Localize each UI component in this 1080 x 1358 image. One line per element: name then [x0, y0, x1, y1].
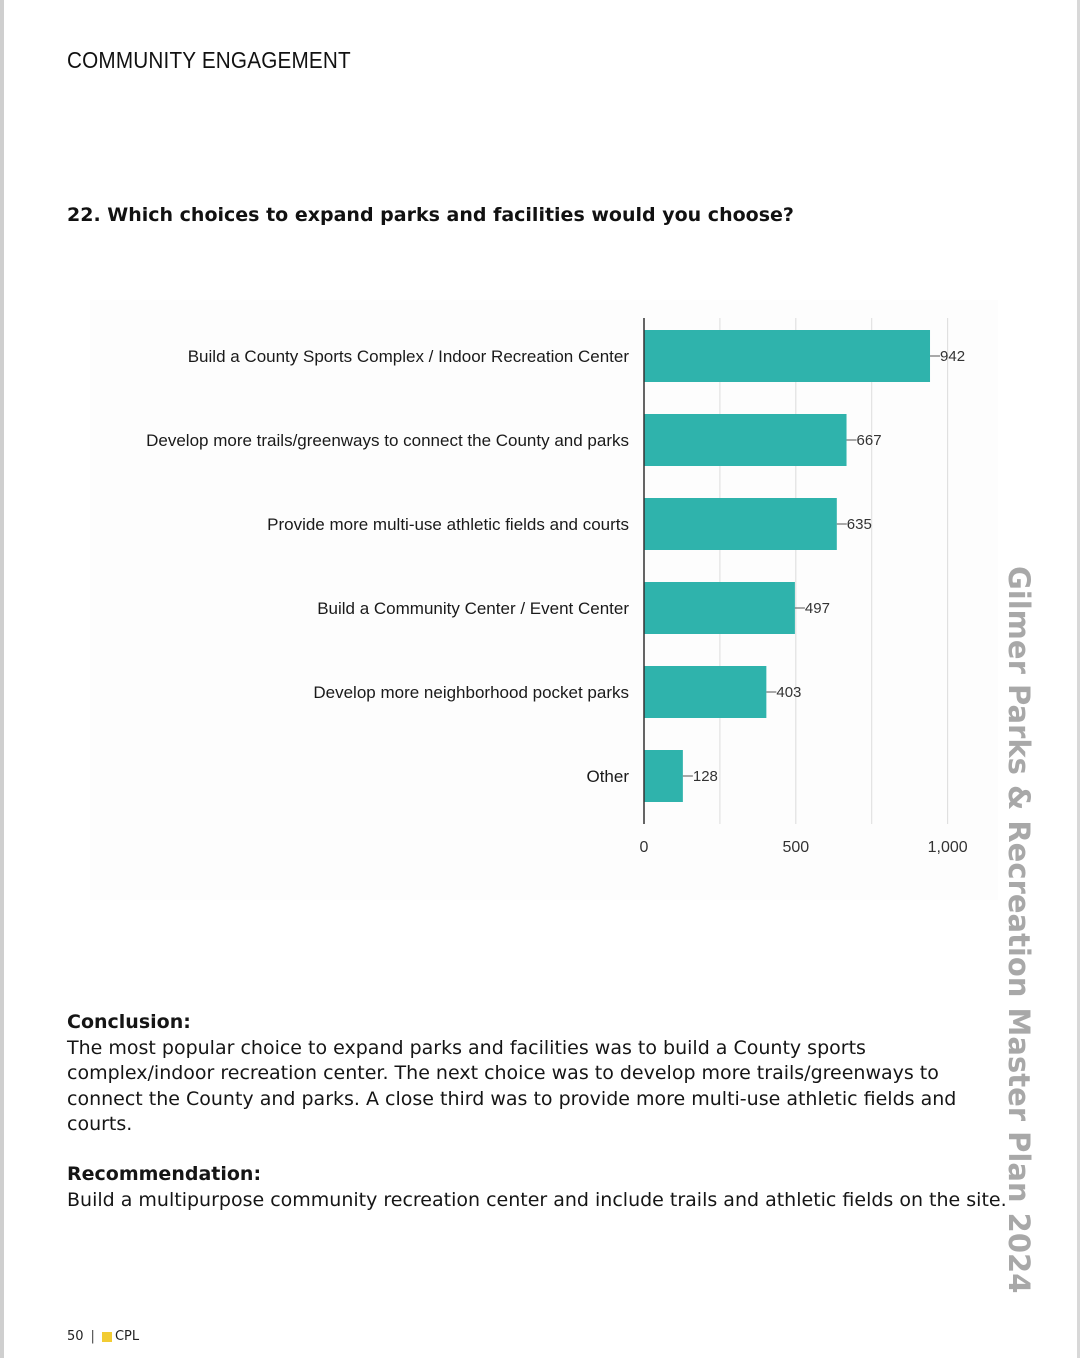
category-label: Develop more trails/greenways to connect…	[146, 431, 629, 450]
value-label: 497	[805, 600, 830, 617]
bar	[644, 666, 767, 718]
bar-chart: 0 500 1,000 Build a County Sports Complex …	[90, 300, 998, 900]
footer-separator: |	[90, 1329, 95, 1344]
x-tick-label: 500	[782, 839, 809, 856]
value-label: 403	[776, 684, 801, 701]
category-label: Build a County Sports Complex / Indoor R…	[188, 347, 630, 366]
bar	[644, 498, 837, 550]
x-tick-label: 1,000	[928, 839, 968, 856]
cpl-logo-square-icon	[101, 1331, 112, 1342]
bar	[644, 582, 795, 634]
chart-axis: 0 500 1,000	[640, 318, 968, 856]
chart-bars	[644, 330, 931, 802]
value-label: 128	[693, 768, 718, 785]
question-title: 22. Which choices to expand parks and fa…	[67, 204, 794, 226]
value-label: 635	[847, 516, 872, 533]
recommendation-section: Recommendation: Build a multipurpose com…	[67, 1162, 1012, 1213]
bar-chart-svg: 0 500 1,000 Build a County Sports Complex …	[90, 300, 998, 900]
section-header: COMMUNITY ENGAGEMENT	[67, 47, 351, 73]
bar	[644, 330, 931, 382]
conclusion-section: Conclusion: The most popular choice to e…	[67, 1010, 1012, 1138]
recommendation-heading: Recommendation:	[67, 1163, 262, 1185]
chart-labels: Build a County Sports Complex / Indoor R…	[146, 347, 965, 786]
value-label: 667	[857, 432, 882, 449]
value-label: 942	[940, 348, 965, 365]
page-number: 50	[67, 1329, 84, 1344]
footer-brand: CPL	[114, 1329, 140, 1344]
recommendation-text: Build a multipurpose community recreatio…	[67, 1188, 1007, 1211]
category-label: Provide more multi-use athletic fields a…	[267, 515, 629, 534]
chart-gridlines	[719, 318, 949, 824]
side-document-title: Gilmer Parks & Recreation Master Plan 20…	[1002, 566, 1036, 1294]
category-label: Other	[586, 767, 629, 786]
conclusion-text: The most popular choice to expand parks …	[67, 1036, 957, 1136]
chart-background	[90, 300, 998, 900]
x-tick-label: 0	[640, 839, 649, 856]
page-edge-right	[1077, 0, 1080, 1358]
category-label: Develop more neighborhood pocket parks	[313, 683, 629, 702]
category-label: Build a Community Center / Event Center	[317, 599, 629, 618]
footer: 50 | CPL	[67, 1329, 139, 1344]
page-edge-left	[0, 0, 4, 1358]
conclusion-heading: Conclusion:	[67, 1011, 191, 1033]
bar	[644, 414, 847, 466]
bar	[644, 750, 683, 802]
